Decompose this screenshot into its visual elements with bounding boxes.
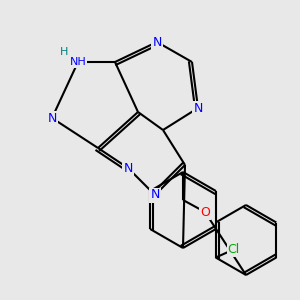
Text: N: N [47,112,57,124]
Text: N: N [123,161,133,175]
Text: H: H [60,47,68,57]
Text: N: N [152,35,162,49]
Text: N: N [150,188,160,202]
Text: NH: NH [70,57,86,67]
Text: O: O [200,206,210,218]
Text: Cl: Cl [228,243,240,256]
Text: N: N [193,101,203,115]
